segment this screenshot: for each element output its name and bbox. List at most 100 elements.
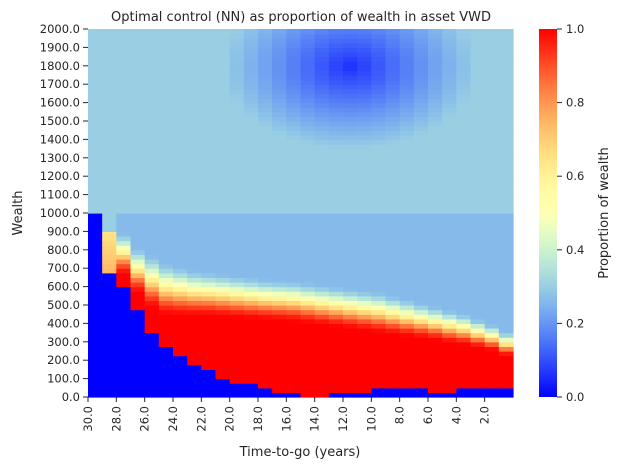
heatmap-cell xyxy=(385,259,401,265)
heatmap-cell xyxy=(371,111,387,117)
heatmap-cell xyxy=(88,61,103,67)
heatmap-cell xyxy=(102,305,117,311)
heatmap-cell xyxy=(428,157,443,163)
heatmap-cell xyxy=(357,56,372,62)
heatmap-cell xyxy=(314,93,330,99)
heatmap-cell xyxy=(173,341,188,347)
heatmap-cell xyxy=(357,29,372,35)
heatmap-cell xyxy=(385,88,401,94)
heatmap-cell xyxy=(413,157,429,163)
heatmap-cell xyxy=(158,88,174,94)
heatmap-cell xyxy=(158,153,174,159)
heatmap-cell xyxy=(456,295,472,301)
heatmap-cell xyxy=(258,38,273,44)
heatmap-cell xyxy=(399,190,415,196)
heatmap-cell xyxy=(130,236,146,242)
heatmap-cell xyxy=(357,346,372,352)
heatmap-cell xyxy=(484,217,500,223)
heatmap-cell xyxy=(413,222,429,228)
heatmap-cell xyxy=(130,364,146,370)
heatmap-cell xyxy=(300,383,316,389)
heatmap-cell xyxy=(88,33,103,39)
heatmap-cell xyxy=(130,208,146,214)
heatmap-cell xyxy=(428,341,443,347)
heatmap-cell xyxy=(343,272,358,278)
heatmap-cell xyxy=(399,70,415,76)
heatmap-cell xyxy=(187,309,202,315)
heatmap-cell xyxy=(442,148,457,154)
heatmap-cell xyxy=(484,291,500,297)
heatmap-cell xyxy=(243,337,259,343)
heatmap-cell xyxy=(498,70,514,76)
heatmap-cell xyxy=(173,75,188,81)
heatmap-cell xyxy=(328,185,344,191)
heatmap-cell xyxy=(243,56,259,62)
heatmap-cell xyxy=(343,56,358,62)
heatmap-cell xyxy=(442,323,457,329)
heatmap-cell xyxy=(314,33,330,39)
heatmap-cell xyxy=(144,360,160,366)
heatmap-cell xyxy=(470,144,486,150)
heatmap-cell xyxy=(385,33,401,39)
heatmap-cell xyxy=(456,42,472,48)
heatmap-cell xyxy=(456,387,472,393)
heatmap-cell xyxy=(456,254,472,260)
heatmap-cell xyxy=(357,33,372,39)
heatmap-cell xyxy=(229,351,245,357)
heatmap-cell xyxy=(88,364,103,370)
heatmap-cell xyxy=(130,176,146,182)
heatmap-cell xyxy=(229,93,245,99)
heatmap-cell xyxy=(442,282,457,288)
heatmap-cell xyxy=(102,102,117,108)
heatmap-cell xyxy=(357,93,372,99)
heatmap-cell xyxy=(286,180,302,186)
heatmap-cell xyxy=(343,167,358,173)
y-tick-label: 800.0 xyxy=(47,243,80,257)
heatmap-cell xyxy=(470,309,486,315)
heatmap-cell xyxy=(428,180,443,186)
heatmap-cell xyxy=(201,346,217,352)
y-tick-label: 1000.0 xyxy=(40,206,80,220)
heatmap-cell xyxy=(428,194,443,200)
heatmap-cell xyxy=(484,47,500,53)
heatmap-cell xyxy=(187,93,202,99)
heatmap-cell xyxy=(385,277,401,283)
heatmap-cell xyxy=(102,318,117,324)
heatmap-cell xyxy=(413,369,429,375)
heatmap-cell xyxy=(357,272,372,278)
heatmap-cell xyxy=(116,194,132,200)
heatmap-cell xyxy=(130,107,146,113)
heatmap-cell xyxy=(88,341,103,347)
heatmap-cell xyxy=(243,222,259,228)
heatmap-cell xyxy=(229,378,245,384)
heatmap-cell xyxy=(456,38,472,44)
heatmap-cell xyxy=(498,98,514,104)
heatmap-cell xyxy=(229,116,245,122)
heatmap-cell xyxy=(371,153,387,159)
heatmap-cell xyxy=(470,360,486,366)
heatmap-cell xyxy=(300,259,316,265)
heatmap-cell xyxy=(158,378,174,384)
heatmap-cell xyxy=(187,392,202,398)
heatmap-cell xyxy=(442,98,457,104)
heatmap-cell xyxy=(88,360,103,366)
heatmap-cell xyxy=(130,337,146,343)
heatmap-cell xyxy=(102,176,117,182)
heatmap-cell xyxy=(130,341,146,347)
heatmap-cell xyxy=(258,387,273,393)
heatmap-cell xyxy=(399,29,415,35)
heatmap-cell xyxy=(286,341,302,347)
heatmap-cell xyxy=(385,374,401,380)
heatmap-cell xyxy=(144,213,160,219)
heatmap-cell xyxy=(88,70,103,76)
heatmap-cell xyxy=(314,61,330,67)
heatmap-cell xyxy=(130,203,146,209)
heatmap-cell xyxy=(102,148,117,154)
heatmap-cell xyxy=(399,52,415,58)
heatmap-cell xyxy=(215,61,231,67)
heatmap-cell xyxy=(314,153,330,159)
heatmap-cell xyxy=(428,111,443,117)
heatmap-cell xyxy=(442,52,457,58)
heatmap-cell xyxy=(428,52,443,58)
heatmap-cell xyxy=(173,167,188,173)
